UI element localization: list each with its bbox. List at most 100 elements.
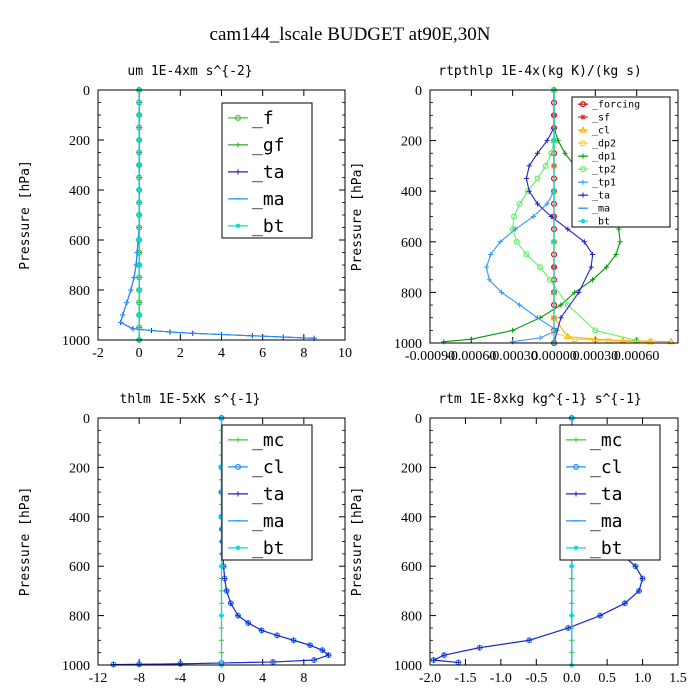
legend-marker bbox=[580, 114, 586, 120]
data-point bbox=[588, 264, 594, 270]
x-tick-label: 4 bbox=[218, 346, 225, 361]
plot-frame bbox=[97, 417, 346, 666]
legend-label: _bt bbox=[592, 217, 610, 228]
y-tick-label: 600 bbox=[69, 234, 90, 249]
data-point bbox=[488, 251, 494, 258]
legend-label: _ta bbox=[252, 484, 285, 505]
chart-title: thlm 1E-5xK s^{-1} bbox=[120, 392, 261, 407]
x-tick-label: -1.0 bbox=[490, 671, 512, 686]
y-tick-label: 400 bbox=[69, 511, 90, 526]
legend-label: _bt bbox=[590, 538, 623, 559]
data-point bbox=[581, 239, 587, 245]
data-point bbox=[307, 642, 313, 648]
data-point bbox=[228, 600, 234, 606]
data-point bbox=[510, 327, 516, 333]
data-point bbox=[219, 613, 224, 618]
legend-marker bbox=[573, 437, 579, 443]
legend-label: _forcing bbox=[592, 100, 640, 111]
x-tick-label: 8 bbox=[300, 346, 307, 361]
data-point bbox=[619, 336, 627, 343]
legend-marker bbox=[579, 126, 587, 133]
data-point bbox=[562, 150, 568, 156]
x-tick-label: 0.00030 bbox=[573, 349, 619, 364]
legend-label: _tp1 bbox=[592, 178, 616, 189]
data-point bbox=[136, 137, 142, 143]
data-point bbox=[441, 339, 447, 345]
data-point bbox=[513, 238, 520, 245]
legend-marker bbox=[580, 192, 586, 198]
chart-panel-4: rtm 1E-8xkg kg^{-1} s^{-1} Pressure [hPa]… bbox=[350, 392, 687, 686]
x-tick-label: 1.0 bbox=[634, 671, 652, 686]
data-point bbox=[591, 335, 599, 342]
x-tick-label: 2 bbox=[177, 346, 184, 361]
y-tick-label: 200 bbox=[69, 134, 90, 149]
data-point bbox=[497, 239, 503, 245]
series-line bbox=[485, 90, 558, 343]
data-point bbox=[544, 201, 550, 207]
data-point bbox=[136, 287, 142, 293]
data-point bbox=[576, 289, 582, 295]
figure-title: cam144_lscale BUDGET at90E,30N bbox=[210, 24, 491, 45]
legend-box bbox=[221, 424, 313, 561]
legend-marker bbox=[580, 140, 586, 146]
legend-label: _f bbox=[252, 108, 274, 129]
data-point bbox=[546, 276, 553, 283]
y-tick-label: 400 bbox=[401, 185, 422, 200]
data-point bbox=[483, 264, 490, 270]
data-point bbox=[534, 150, 541, 156]
legend-marker bbox=[580, 153, 586, 159]
x-tick-label: 8 bbox=[300, 671, 307, 686]
data-point bbox=[221, 575, 228, 582]
data-point bbox=[548, 213, 554, 220]
legend-marker bbox=[235, 545, 241, 551]
x-tick-label: -2.0 bbox=[419, 671, 441, 686]
plot-frame bbox=[429, 417, 679, 666]
data-point bbox=[565, 226, 571, 232]
y-tick-label: 400 bbox=[69, 184, 90, 199]
legend-marker bbox=[235, 142, 241, 148]
data-point bbox=[224, 588, 230, 594]
data-point bbox=[477, 645, 483, 651]
legend-marker bbox=[580, 179, 586, 185]
x-tick-label: 1.5 bbox=[669, 671, 687, 686]
x-tick-label: -2 bbox=[92, 346, 104, 361]
data-point bbox=[468, 336, 474, 342]
legend-label: _ma bbox=[592, 204, 610, 215]
data-point bbox=[311, 657, 317, 663]
legend-marker bbox=[580, 218, 586, 224]
legend: _mc _cl _ta _ma _bt bbox=[559, 424, 661, 561]
x-tick-label: -0.5 bbox=[525, 671, 547, 686]
data-point bbox=[290, 637, 297, 643]
legend-label: _dp2 bbox=[592, 139, 616, 150]
data-point bbox=[219, 564, 224, 569]
data-point bbox=[569, 564, 574, 569]
data-point bbox=[526, 163, 532, 169]
data-point bbox=[551, 189, 557, 194]
data-point bbox=[136, 162, 142, 168]
data-point bbox=[499, 289, 505, 295]
series-ta bbox=[523, 87, 596, 346]
legend-marker bbox=[573, 491, 579, 497]
data-point bbox=[523, 175, 530, 182]
legend-label: _ma bbox=[590, 511, 623, 532]
y-tick-label: 0 bbox=[415, 412, 422, 427]
legend: _f _gf _ta _ma _bt bbox=[221, 102, 313, 239]
legend-label: _gf bbox=[252, 135, 285, 156]
data-point bbox=[544, 138, 550, 144]
legend-marker bbox=[579, 101, 586, 108]
x-tick-label: -12 bbox=[89, 671, 108, 686]
data-point bbox=[639, 575, 646, 582]
plot-frame bbox=[429, 89, 679, 344]
data-point bbox=[603, 264, 609, 270]
data-point bbox=[534, 175, 541, 182]
x-tick-label: 0 bbox=[218, 671, 225, 686]
data-point bbox=[259, 627, 265, 634]
data-point bbox=[551, 290, 557, 295]
y-axis-label: Pressure [hPa] bbox=[18, 487, 33, 597]
legend-marker bbox=[573, 545, 579, 551]
x-tick-label: -0.00060 bbox=[446, 349, 496, 364]
data-point bbox=[510, 339, 516, 345]
x-tick-label: -8 bbox=[133, 671, 145, 686]
data-point bbox=[235, 613, 241, 619]
data-point bbox=[589, 251, 596, 258]
